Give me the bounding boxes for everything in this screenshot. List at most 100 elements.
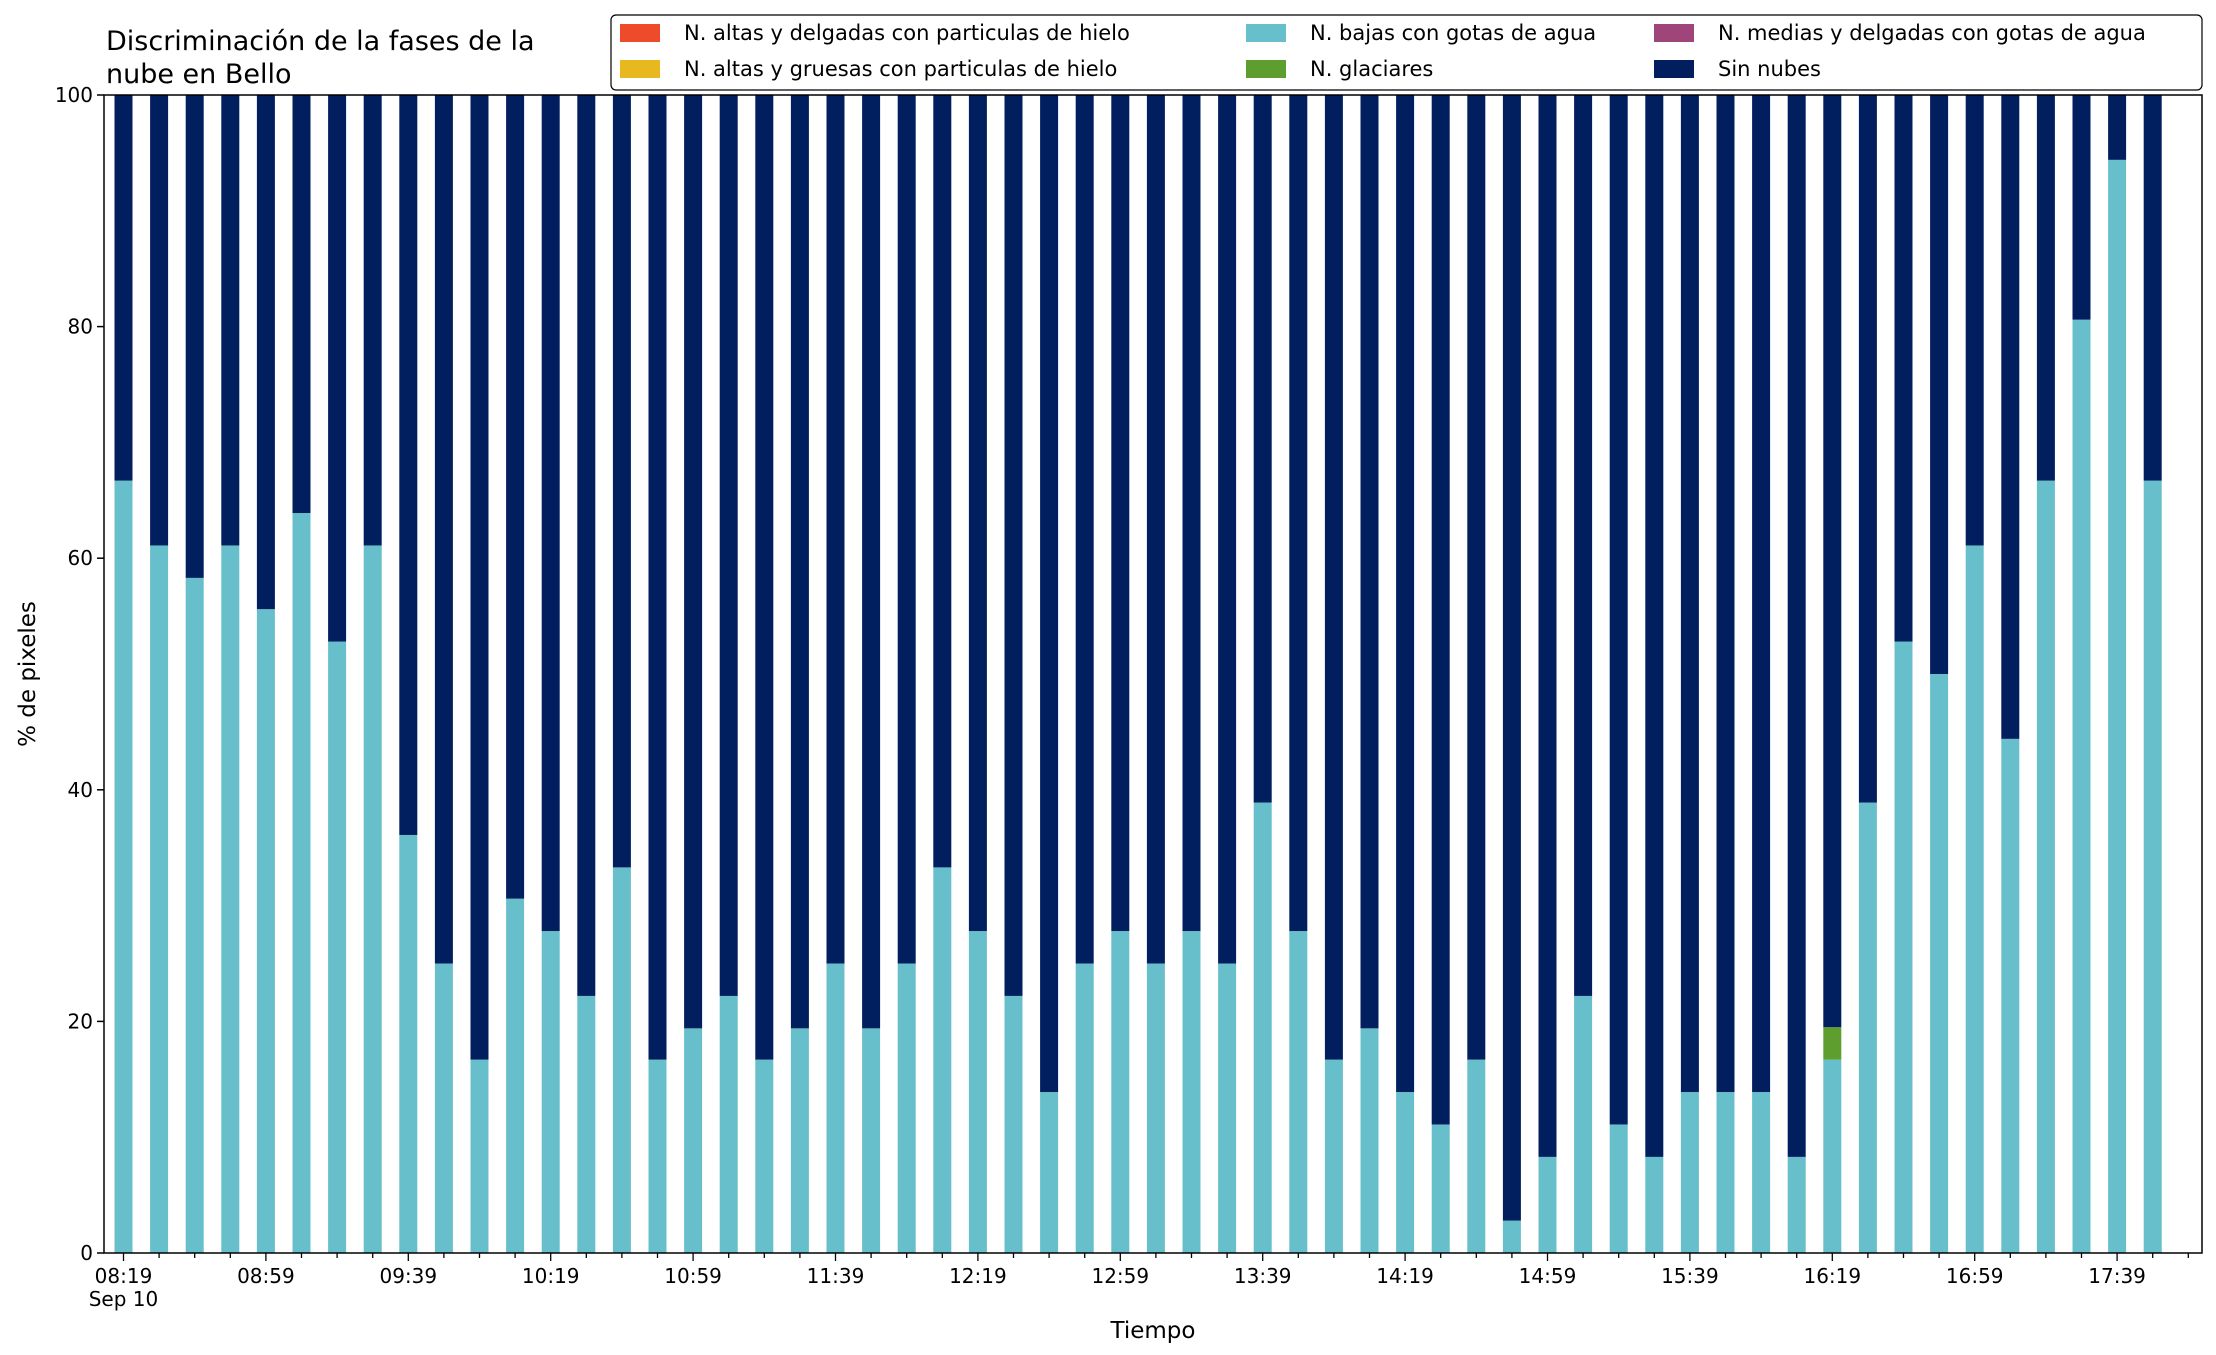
- bar-segment: [612, 867, 631, 1253]
- x-axis-label: Tiempo: [1110, 1318, 1196, 1344]
- bar-segment: [1858, 95, 1877, 803]
- bar-segment: [1360, 1028, 1379, 1253]
- legend-swatch: [1654, 24, 1694, 42]
- bar-segment: [1752, 1092, 1771, 1253]
- x-tick-label: 14:19: [1376, 1264, 1434, 1288]
- y-tick-label: 20: [68, 1009, 93, 1033]
- bar-segment: [221, 95, 240, 546]
- bar-segment: [897, 963, 916, 1253]
- bar-segment: [1467, 95, 1486, 1060]
- x-tick-label: 14:59: [1519, 1264, 1577, 1288]
- bar-segment: [1609, 1124, 1628, 1253]
- x-tick-label: 10:59: [664, 1264, 722, 1288]
- legend-entry-label: N. altas y delgadas con particulas de hi…: [684, 21, 1130, 45]
- bar-segment: [1253, 95, 1272, 803]
- bar-segment: [577, 95, 596, 996]
- bar-segment: [2072, 319, 2091, 1254]
- y-axis-label: % de pixeles: [15, 601, 41, 747]
- x-tick-label: 12:19: [949, 1264, 1007, 1288]
- bar-segment: [1645, 95, 1664, 1157]
- bar-segment: [1324, 1059, 1343, 1253]
- bar-segment: [1146, 95, 1165, 964]
- y-axis: 0 20 40 60 80 100: [55, 83, 104, 1265]
- bar-segment: [1930, 674, 1949, 1253]
- bar-segment: [363, 95, 382, 546]
- bar-segment: [1894, 641, 1913, 1253]
- chart-title-line-2: nube en Bello: [106, 59, 292, 90]
- bar-segment: [256, 95, 275, 610]
- y-tick-label: 40: [68, 778, 93, 802]
- bar-segment: [1823, 95, 1842, 1028]
- legend-swatch: [620, 60, 660, 78]
- bar-segment: [2036, 480, 2055, 1253]
- bar-segment: [399, 834, 418, 1253]
- bar-segment: [826, 963, 845, 1253]
- bar-segment: [1574, 995, 1593, 1253]
- bar-segment: [1752, 95, 1771, 1093]
- bar-segment: [1182, 931, 1201, 1253]
- bar-segment: [328, 641, 347, 1253]
- x-tick-date-label: Sep 10: [89, 1287, 159, 1311]
- bar-segment: [719, 995, 738, 1253]
- x-tick-label: 11:39: [807, 1264, 865, 1288]
- bar-segment: [114, 480, 133, 1253]
- bar-segment: [612, 95, 631, 868]
- bar-segment: [1680, 1092, 1699, 1253]
- bar-segment: [2143, 480, 2162, 1253]
- bar-segment: [328, 95, 347, 642]
- bar-segment: [1538, 95, 1557, 1157]
- bar-segment: [541, 931, 560, 1253]
- legend-entry-label: N. altas y gruesas con particulas de hie…: [684, 57, 1117, 81]
- bar-segment: [1609, 95, 1628, 1125]
- bar-segment: [2001, 738, 2020, 1253]
- bar-segment: [1574, 95, 1593, 996]
- bar-segment: [1680, 95, 1699, 1093]
- bar-segment: [1004, 995, 1023, 1253]
- bar-segment: [1823, 1059, 1842, 1253]
- x-tick-label: 16:19: [1803, 1264, 1861, 1288]
- bar-segment: [1858, 802, 1877, 1253]
- bar-segment: [1396, 95, 1415, 1093]
- bar-segment: [1965, 95, 1984, 546]
- bars-layer: [114, 95, 2162, 1254]
- y-tick-label: 100: [55, 83, 93, 107]
- bar-segment: [933, 95, 952, 868]
- bar-segment: [256, 609, 275, 1253]
- legend-swatch: [1246, 60, 1286, 78]
- legend-entry-label: N. glaciares: [1310, 57, 1433, 81]
- bar-segment: [1218, 963, 1237, 1253]
- x-tick-label: 15:39: [1661, 1264, 1719, 1288]
- bar-segment: [434, 963, 453, 1253]
- bar-segment: [2108, 159, 2127, 1253]
- bar-segment: [292, 513, 311, 1253]
- bar-segment: [1467, 1059, 1486, 1253]
- bar-segment: [363, 545, 382, 1253]
- y-tick-label: 0: [80, 1241, 93, 1265]
- bar-segment: [2143, 95, 2162, 481]
- bar-segment: [1716, 95, 1735, 1093]
- bar-segment: [1218, 95, 1237, 964]
- bar-segment: [790, 95, 809, 1029]
- chart-title-line-1: Discriminación de la fases de la: [106, 26, 535, 57]
- bar-segment: [1289, 931, 1308, 1253]
- bar-segment: [719, 95, 738, 996]
- bar-segment: [1040, 1092, 1059, 1253]
- x-tick-label: 13:39: [1234, 1264, 1292, 1288]
- x-tick-label: 08:59: [237, 1264, 295, 1288]
- bar-segment: [1253, 802, 1272, 1253]
- bar-segment: [506, 95, 525, 899]
- bar-segment: [1040, 95, 1059, 1093]
- bar-segment: [541, 95, 560, 932]
- bar-segment: [755, 1059, 774, 1253]
- bar-segment: [470, 1059, 489, 1253]
- bar-segment: [114, 95, 133, 481]
- legend-swatch: [1246, 24, 1286, 42]
- legend-swatch: [1654, 60, 1694, 78]
- bar-segment: [1431, 1124, 1450, 1253]
- y-tick-label: 60: [68, 546, 93, 570]
- bar-segment: [292, 95, 311, 514]
- bar-segment: [470, 95, 489, 1060]
- bar-segment: [2036, 95, 2055, 481]
- bar-segment: [1289, 95, 1308, 932]
